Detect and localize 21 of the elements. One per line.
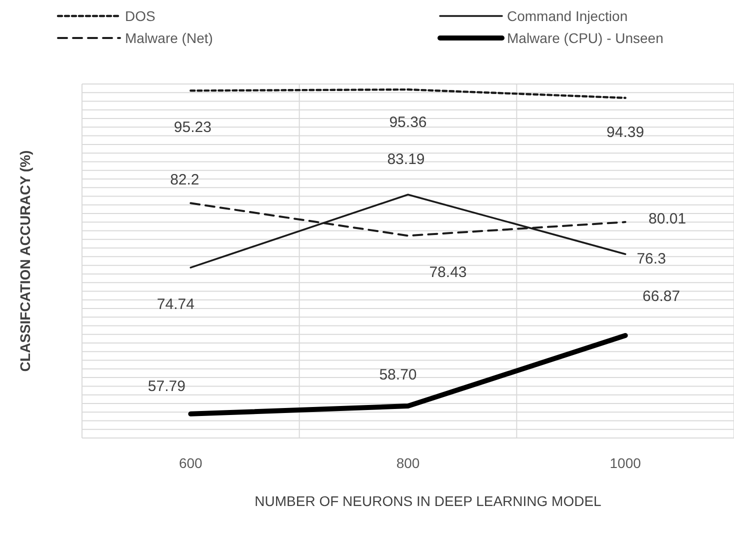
data-label: 58.70 xyxy=(379,366,417,384)
data-label: 74.74 xyxy=(156,296,194,313)
data-label: 78.43 xyxy=(429,264,467,281)
legend-label: Malware (Net) xyxy=(125,30,213,46)
data-label: 76.3 xyxy=(636,250,666,268)
data-label: 83.19 xyxy=(387,150,425,168)
x-tick-label: 800 xyxy=(396,455,420,471)
data-label: 66.87 xyxy=(642,288,680,305)
x-tick-label: 1000 xyxy=(610,455,642,471)
x-tick-label: 600 xyxy=(178,455,203,471)
legend-label: Command Injection xyxy=(507,8,628,24)
y-axis-title: CLASSIFCATION ACCURACY (%) xyxy=(17,150,33,372)
data-label: 57.79 xyxy=(148,378,186,396)
data-label: 94.39 xyxy=(606,124,644,142)
data-label: 95.23 xyxy=(174,118,212,136)
data-label: 80.01 xyxy=(648,210,686,228)
x-axis-title: NUMBER OF NEURONS IN DEEP LEARNING MODEL xyxy=(254,493,602,509)
data-label: 95.36 xyxy=(389,114,427,131)
legend-label: DOS xyxy=(125,8,156,24)
data-label: 82.2 xyxy=(170,171,200,188)
legend-label: Malware (CPU) - Unseen xyxy=(507,30,664,46)
